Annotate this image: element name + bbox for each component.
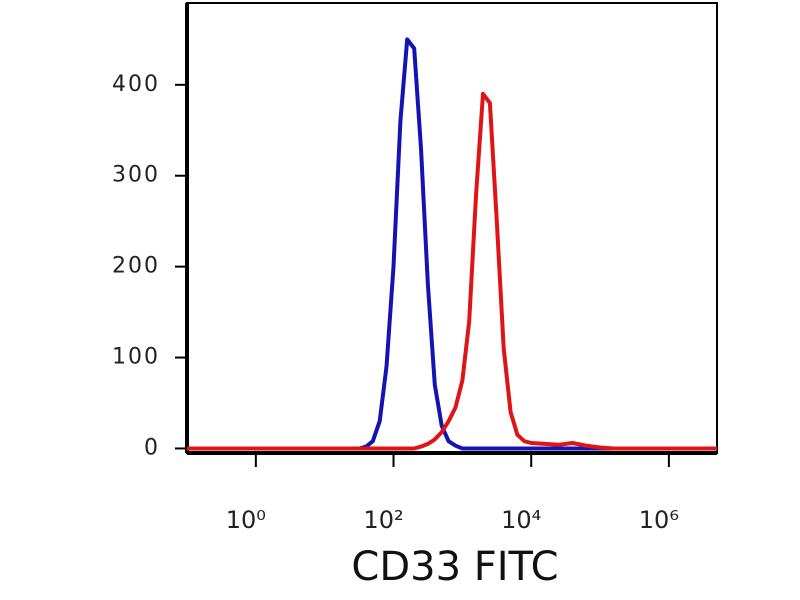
histogram-line bbox=[187, 37, 717, 451]
histogram-line bbox=[187, 91, 717, 451]
x-tick-label: 10⁴ bbox=[501, 506, 541, 534]
x-tick-label: 10⁰ bbox=[226, 506, 266, 534]
x-axis-title: CD33 FITC bbox=[351, 544, 558, 590]
y-tick-label: 200 bbox=[112, 254, 160, 279]
y-tick-label: 100 bbox=[112, 345, 160, 370]
plot-frame bbox=[186, 2, 718, 454]
y-tick-label: 400 bbox=[112, 72, 160, 97]
y-tick-label: 0 bbox=[144, 435, 160, 460]
x-tick-label: 10⁶ bbox=[639, 506, 679, 534]
x-tick-label: 10² bbox=[363, 506, 403, 534]
y-tick-label: 300 bbox=[112, 163, 160, 188]
